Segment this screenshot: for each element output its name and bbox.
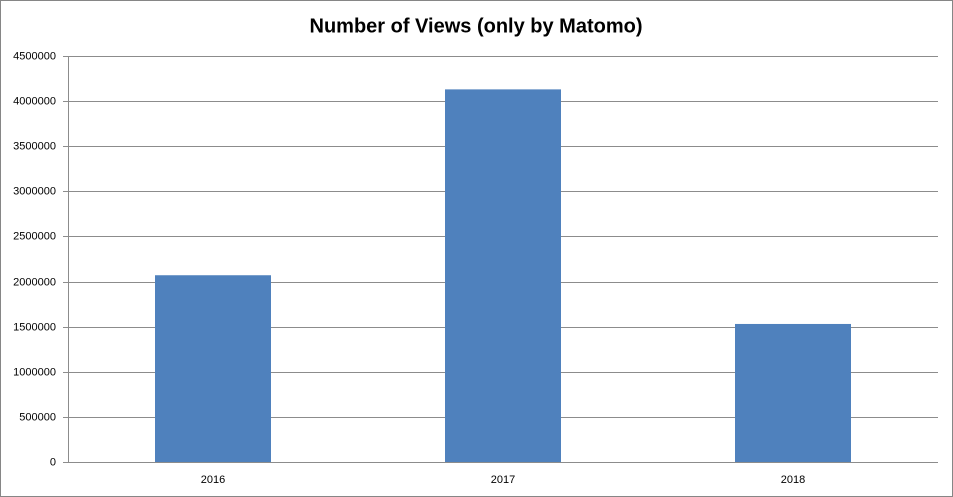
y-tick-label: 0: [50, 456, 56, 468]
x-tick-label: 2018: [781, 474, 805, 486]
x-tick-label: 2016: [201, 474, 225, 486]
y-tick-label: 3000000: [13, 185, 56, 197]
y-tick-label: 3500000: [13, 140, 56, 152]
y-tick-label: 4000000: [13, 95, 56, 107]
y-tick-label: 500000: [19, 411, 56, 423]
y-tick-label: 4500000: [13, 50, 56, 62]
bar: [735, 323, 851, 462]
y-tick-label: 2500000: [13, 230, 56, 242]
x-tick-label: 2017: [491, 474, 515, 486]
y-tick-label: 1000000: [13, 366, 56, 378]
bar: [155, 275, 271, 462]
y-tick-label: 2000000: [13, 276, 56, 288]
y-tick-label: 1500000: [13, 321, 56, 333]
bar: [445, 89, 561, 462]
chart-title: Number of Views (only by Matomo): [310, 15, 643, 37]
